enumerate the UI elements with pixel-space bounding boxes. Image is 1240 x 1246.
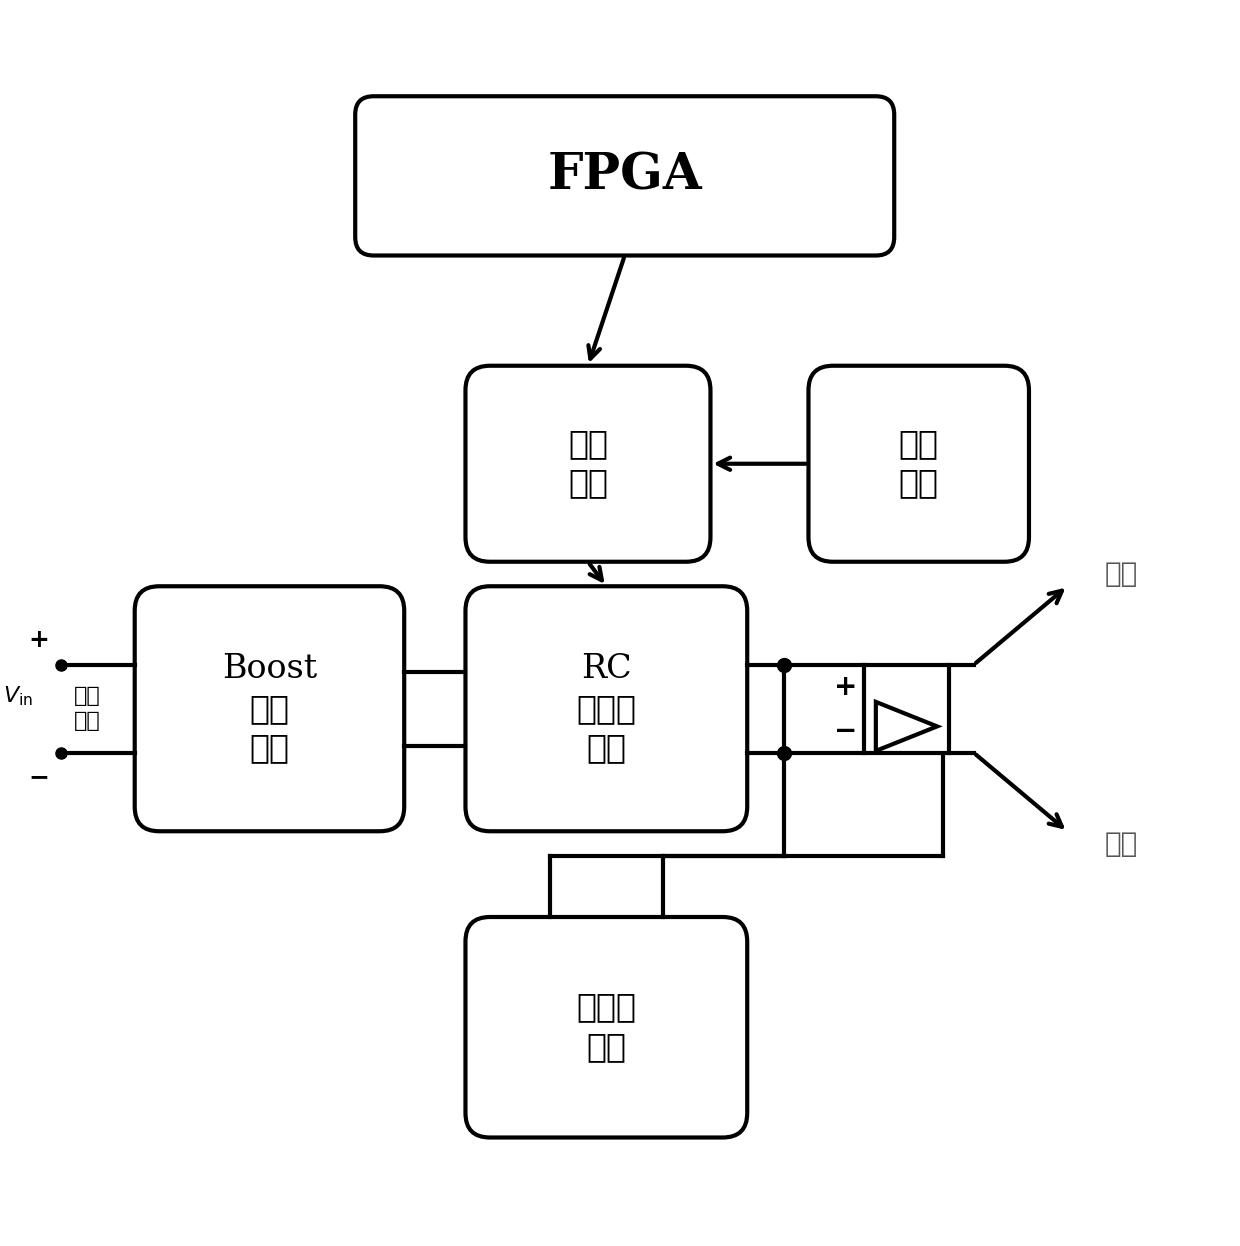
FancyBboxPatch shape — [465, 587, 748, 831]
Text: 工件: 工件 — [1105, 559, 1137, 588]
Text: Boost
升压
回路: Boost 升压 回路 — [222, 653, 317, 764]
Text: +: + — [833, 673, 857, 700]
FancyBboxPatch shape — [465, 366, 711, 562]
Text: 辅助
电源: 辅助 电源 — [899, 427, 939, 500]
Text: −: − — [833, 716, 857, 745]
Text: 直流
输入: 直流 输入 — [73, 687, 100, 731]
Text: 消电离
回路: 消电离 回路 — [577, 992, 636, 1063]
FancyBboxPatch shape — [355, 96, 894, 255]
FancyBboxPatch shape — [808, 366, 1029, 562]
Bar — [863, 664, 950, 753]
Text: −: − — [29, 765, 48, 789]
Text: FPGA: FPGA — [547, 151, 702, 201]
Text: $V_{\rm in}$: $V_{\rm in}$ — [4, 685, 33, 708]
Text: RC
充放电
回路: RC 充放电 回路 — [577, 653, 636, 764]
FancyBboxPatch shape — [465, 917, 748, 1138]
FancyBboxPatch shape — [135, 587, 404, 831]
Text: +: + — [29, 628, 48, 653]
Text: 工具: 工具 — [1105, 830, 1137, 857]
Text: 驱动
电路: 驱动 电路 — [568, 427, 608, 500]
